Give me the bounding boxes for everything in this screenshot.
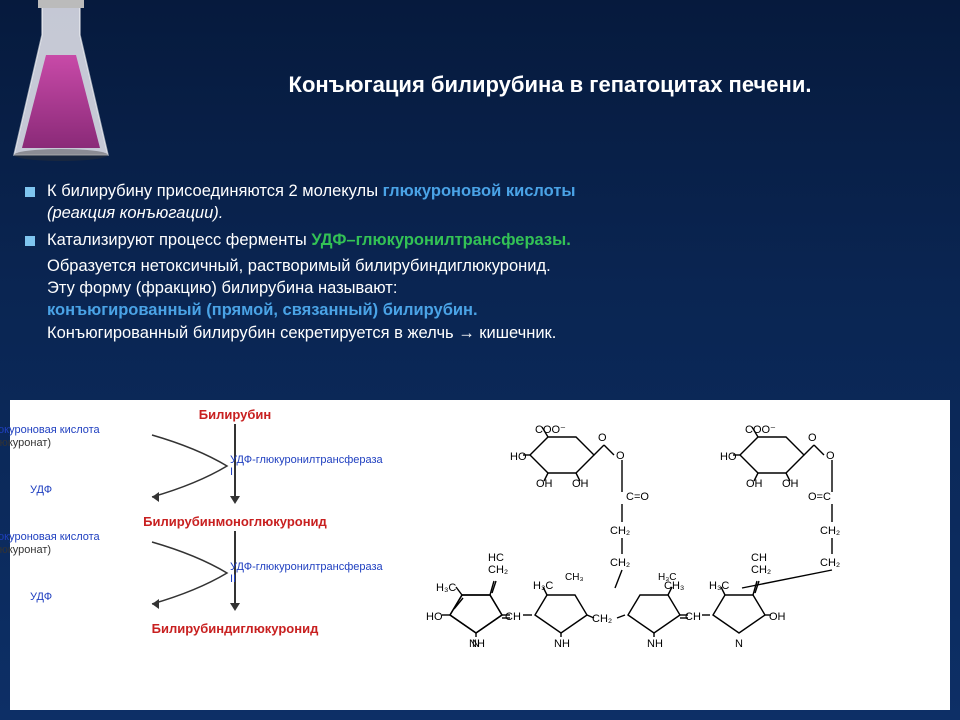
highlight-green: УДФ–глюкуронилтрансферазы. xyxy=(311,231,570,249)
pathway-node: Билирубинмоноглюкуронид xyxy=(80,514,390,529)
chemical-structure: COO⁻ O HO OH OH O COO⁻ O HO OH OH xyxy=(410,420,960,700)
svg-text:H₃C: H₃C xyxy=(436,582,456,594)
body-line: Эту форму (фракцию) билирубина называют: xyxy=(47,277,935,299)
svg-text:NH: NH xyxy=(554,638,570,650)
svg-text:N: N xyxy=(472,638,480,650)
svg-text:OH: OH xyxy=(769,611,786,623)
svg-text:O: O xyxy=(808,432,817,444)
svg-text:CH₂: CH₂ xyxy=(751,564,771,576)
svg-text:CH: CH xyxy=(505,611,521,623)
svg-text:HO: HO xyxy=(426,611,443,623)
svg-text:NH: NH xyxy=(647,638,663,650)
highlight-blue: глюкуроновой кислоты xyxy=(383,182,576,200)
reagent-sub: (УДФ-глюкуронат) xyxy=(0,544,51,556)
body-line: Образуется нетоксичный, растворимый били… xyxy=(47,255,935,277)
svg-text:CH₃: CH₃ xyxy=(565,572,584,583)
diagram-area: Билирубин УДФ-глюкуроновая кислота (УДФ-… xyxy=(10,400,950,710)
svg-text:CH₂: CH₂ xyxy=(610,557,630,569)
svg-text:H₃C: H₃C xyxy=(533,580,553,592)
content-block: К билирубину присоединяются 2 молекулы г… xyxy=(25,180,935,344)
bullet-2: Катализируют процесс ферменты УДФ–глюкур… xyxy=(25,229,935,251)
bullet-1: К билирубину присоединяются 2 молекулы г… xyxy=(25,180,935,225)
svg-text:COO⁻: COO⁻ xyxy=(745,424,776,436)
text-italic: (реакция конъюгации). xyxy=(47,204,223,222)
svg-text:HO: HO xyxy=(720,451,737,463)
svg-text:O: O xyxy=(616,450,625,462)
svg-text:OH: OH xyxy=(782,478,799,490)
svg-text:CH₂: CH₂ xyxy=(820,557,840,569)
byproduct-label: УДФ xyxy=(30,591,52,604)
text: К билирубину присоединяются 2 молекулы xyxy=(47,182,383,200)
reagent-sub: (УДФ-глюкуронат) xyxy=(0,437,51,449)
svg-text:HO: HO xyxy=(510,451,527,463)
svg-text:CH₂: CH₂ xyxy=(820,525,840,537)
pathway-diagram: Билирубин УДФ-глюкуроновая кислота (УДФ-… xyxy=(20,405,390,638)
svg-text:O: O xyxy=(826,450,835,462)
bullet-icon xyxy=(25,187,35,197)
pathway-node: Билирубин xyxy=(80,407,390,422)
svg-text:H₃C: H₃C xyxy=(709,580,729,592)
svg-text:CH: CH xyxy=(685,611,701,623)
svg-text:COO⁻: COO⁻ xyxy=(535,424,566,436)
svg-text:CH₂: CH₂ xyxy=(592,613,612,625)
svg-text:HC: HC xyxy=(488,552,504,564)
reagent-label: УДФ-глюкуроновая кислота xyxy=(0,531,100,543)
body-line: Конъюгированный билирубин секретируется … xyxy=(47,322,935,344)
svg-text:O: O xyxy=(598,432,607,444)
svg-text:N: N xyxy=(735,638,743,650)
svg-text:CH: CH xyxy=(751,552,767,564)
svg-text:H₃C: H₃C xyxy=(658,572,677,583)
svg-text:CH₂: CH₂ xyxy=(488,564,508,576)
highlight-blue-line: конъюгированный (прямой, связанный) били… xyxy=(47,299,935,321)
slide-title: Конъюгация билирубина в гепатоцитах пече… xyxy=(180,72,920,98)
flask-icon xyxy=(0,0,130,180)
text: Катализируют процесс ферменты xyxy=(47,231,311,249)
pathway-node: Билирубиндиглюкуронид xyxy=(80,621,390,636)
svg-text:CH₂: CH₂ xyxy=(610,525,630,537)
byproduct-label: УДФ xyxy=(30,484,52,497)
svg-text:C=O: C=O xyxy=(626,491,649,503)
bullet-icon xyxy=(25,236,35,246)
enzyme-label: УДФ-глюкуронилтрансфераза II xyxy=(230,561,390,585)
svg-text:OH: OH xyxy=(572,478,589,490)
reagent-label: УДФ-глюкуроновая кислота xyxy=(0,424,100,436)
svg-text:O=C: O=C xyxy=(808,491,831,503)
enzyme-label: УДФ-глюкуронилтрансфераза I xyxy=(230,454,385,478)
